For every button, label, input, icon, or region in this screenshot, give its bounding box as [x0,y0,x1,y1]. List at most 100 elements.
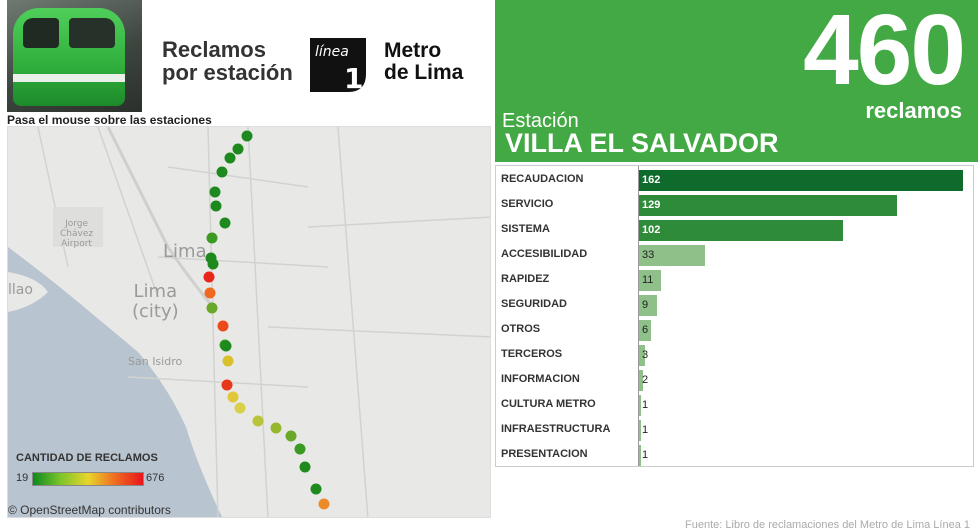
station-dot-13[interactable] [206,302,218,314]
legend-min: 19 [16,472,29,484]
station-dot-6[interactable] [210,200,222,212]
station-dot-11[interactable] [203,271,215,283]
claims-by-category-chart: RECAUDACION 162 SERVICIO 129 SISTEMA 102 ACCES… [495,165,974,467]
airport-label: Jorge Chávez Airport [60,219,93,249]
station-name: VILLA EL SALVADOR [505,128,779,158]
station-dot-16[interactable] [220,340,232,352]
bar-category-label: SEGURIDAD [501,298,568,310]
airport-label-line2: Chávez [60,229,94,239]
bar-mark[interactable] [639,370,643,391]
logo-text-line2: de Lima [384,61,464,84]
bar-mark[interactable] [639,195,897,216]
metro-lima-logo-text: Metro de Lima [384,40,463,84]
bar-value-label: 1 [642,399,649,411]
station-dot-8[interactable] [206,232,218,244]
bar-mark[interactable] [639,245,705,266]
bar-mark[interactable] [639,170,963,191]
callao-peninsula-shape [8,272,48,312]
map-canvas [8,127,490,517]
bar-mark[interactable] [639,270,661,291]
bar-category-label: TERCEROS [501,348,563,360]
train-window-right [69,18,115,48]
station-dot-14[interactable] [217,320,229,332]
bar-value-label: 129 [642,199,661,211]
station-dot-18[interactable] [221,379,233,391]
callao-label: llao [8,282,33,298]
bar-mark[interactable] [639,345,645,366]
airport-label-line3: Airport [61,239,92,249]
bar-mark[interactable] [639,420,641,441]
bar-mark[interactable] [639,295,657,316]
bar-category-label: CULTURA METRO [501,398,596,410]
map-legend: CANTIDAD DE RECLAMOS 19 676 [16,452,164,486]
legend-title: CANTIDAD DE RECLAMOS [16,452,158,464]
osm-attribution: © OpenStreetMap contributors [8,503,171,517]
kpi-panel: 460 reclamos Estación VILLA EL SALVADOR [495,0,978,162]
station-dot-20[interactable] [234,402,246,414]
station-dot-21[interactable] [252,415,264,427]
bar-mark[interactable] [639,220,843,241]
bar-mark[interactable] [639,395,641,416]
lima-city-label-line1: Lima [133,281,178,302]
station-label: Estación [502,110,579,132]
logo-text-line1: Metro [384,39,442,62]
bar-value-label: 9 [642,299,649,311]
bar-category-label: OTROS [501,323,541,335]
station-dot-1[interactable] [241,130,253,142]
bar-category-label: PRESENTACION [501,448,588,460]
bar-value-label: 1 [642,424,649,436]
bar-value-label: 1 [642,449,649,461]
station-dot-22[interactable] [270,422,282,434]
bar-value-label: 102 [642,224,661,236]
train-photo [7,0,142,112]
station-dot-27[interactable] [318,498,330,510]
station-dot-2[interactable] [232,143,244,155]
source-note: Fuente: Libro de reclamaciones del Metro… [685,519,970,531]
station-dot-4[interactable] [216,166,228,178]
bar-mark[interactable] [639,320,651,341]
bar-category-label: RAPIDEZ [501,273,550,285]
station-dot-5[interactable] [209,186,221,198]
legend-max: 676 [146,472,165,484]
bar-category-label: SERVICIO [501,198,554,210]
station-dot-12[interactable] [204,287,216,299]
bar-value-label: 3 [642,349,649,361]
train-stripe [13,74,125,82]
kpi-unit: reclamos [865,98,962,123]
bar-category-label: ACCESIBILIDAD [501,248,588,260]
lima-city-label-line2: (city) [132,301,179,322]
station-dot-7[interactable] [219,217,231,229]
logo-mark-word: línea [315,44,349,60]
page-title: Reclamos por estación [162,38,293,84]
bar-axis-line [638,166,639,466]
bar-mark[interactable] [639,445,641,466]
airport-area [53,207,103,247]
bar-value-label: 2 [642,374,649,386]
bar-value-label: 33 [642,249,655,261]
kpi-value: 460 [803,0,966,106]
hover-hint: Pasa el mouse sobre las estaciones [7,113,212,127]
station-dot-19[interactable] [227,391,239,403]
bar-value-label: 162 [642,174,661,186]
train-window-left [23,18,59,48]
river-line [106,127,215,308]
station-dot-24[interactable] [294,443,306,455]
page-title-line1: Reclamos [162,37,266,62]
station-dot-25[interactable] [299,461,311,473]
ocean-shape [8,247,223,517]
bar-category-label: RECAUDACION [501,173,584,185]
bar-value-label: 6 [642,324,649,336]
bar-value-label: 11 [642,274,654,286]
station-dot-3[interactable] [224,152,236,164]
station-dot-26[interactable] [310,483,322,495]
station-dot-10[interactable] [207,258,219,270]
page-title-line2: por estación [162,60,293,85]
station-map[interactable]: Jorge Chávez Airport Lima Lima (city) ll… [7,126,491,518]
station-dot-23[interactable] [285,430,297,442]
station-dot-17[interactable] [222,355,234,367]
legend-gradient-bar [32,472,144,486]
linea1-logo-icon: línea 1 [310,38,366,95]
logo-mark-number: 1 [344,62,363,95]
bar-category-label: INFORMACION [501,373,580,385]
bar-category-label: SISTEMA [501,223,550,235]
